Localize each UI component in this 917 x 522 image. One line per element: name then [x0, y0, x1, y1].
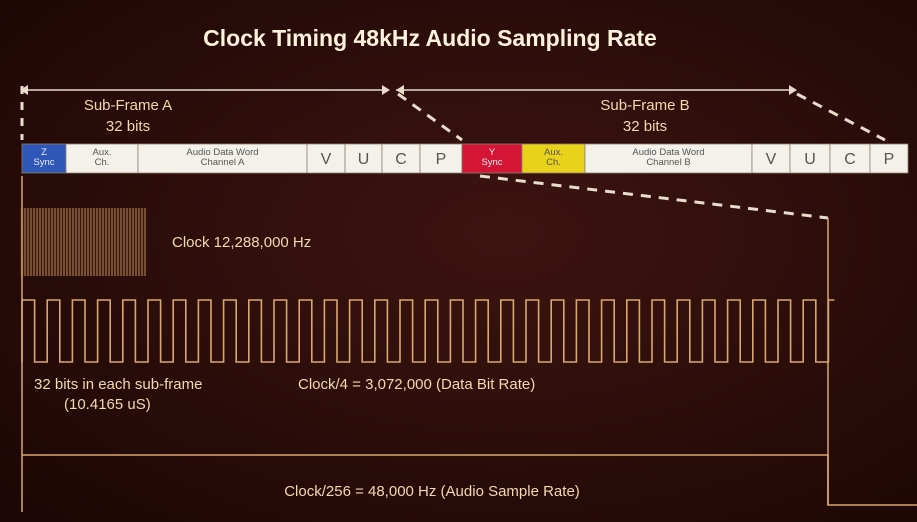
field-label: Y [489, 147, 496, 158]
subframe-a-label: Sub-Frame A [84, 97, 172, 114]
field-label: C [844, 151, 856, 168]
subframe-arrows [20, 85, 886, 220]
field-label: P [436, 151, 447, 168]
field-label: V [321, 151, 332, 168]
field [584, 143, 753, 174]
field [306, 143, 346, 174]
field-label: Channel A [201, 157, 246, 168]
field-label: Audio Data Word [632, 147, 704, 158]
fast-clock [20, 208, 146, 276]
title: Clock Timing 48kHz Audio Sampling Rate [203, 25, 657, 51]
field-label: V [766, 151, 777, 168]
field-label: U [358, 151, 370, 168]
field-label: Aux. [544, 147, 563, 158]
subframe-a-bits: 32 bits [106, 118, 150, 135]
field [521, 143, 586, 174]
bit-rate-label: Clock/4 = 3,072,000 (Data Bit Rate) [298, 376, 535, 393]
field [751, 143, 791, 174]
field-label: Ch. [546, 157, 561, 168]
field-label: C [395, 151, 407, 168]
field-label: U [804, 151, 816, 168]
bit-clock-wave [21, 299, 835, 363]
master-clock-label: Clock 12,288,000 Hz [172, 234, 311, 251]
time-label: (10.4165 uS) [64, 396, 151, 413]
field-label: Aux. [92, 147, 111, 158]
field [789, 143, 831, 174]
subframe-b-bits: 32 bits [623, 118, 667, 135]
field [869, 143, 909, 174]
field [21, 143, 67, 174]
field [137, 143, 308, 174]
field-label: Sync [481, 157, 502, 168]
field [381, 143, 421, 174]
bits-label: 32 bits in each sub-frame [34, 376, 202, 393]
field [65, 143, 139, 174]
field-label: Ch. [95, 157, 110, 168]
field-label: P [884, 151, 895, 168]
field-label: Channel B [646, 157, 690, 168]
field-label: Z [41, 147, 47, 158]
subframe-b-label: Sub-Frame B [600, 97, 689, 114]
field-label: Audio Data Word [186, 147, 258, 158]
field-label: Sync [33, 157, 54, 168]
field [829, 143, 871, 174]
field [344, 143, 383, 174]
sample-clock-wave [22, 454, 917, 506]
sample-rate-label: Clock/256 = 48,000 Hz (Audio Sample Rate… [284, 483, 580, 500]
